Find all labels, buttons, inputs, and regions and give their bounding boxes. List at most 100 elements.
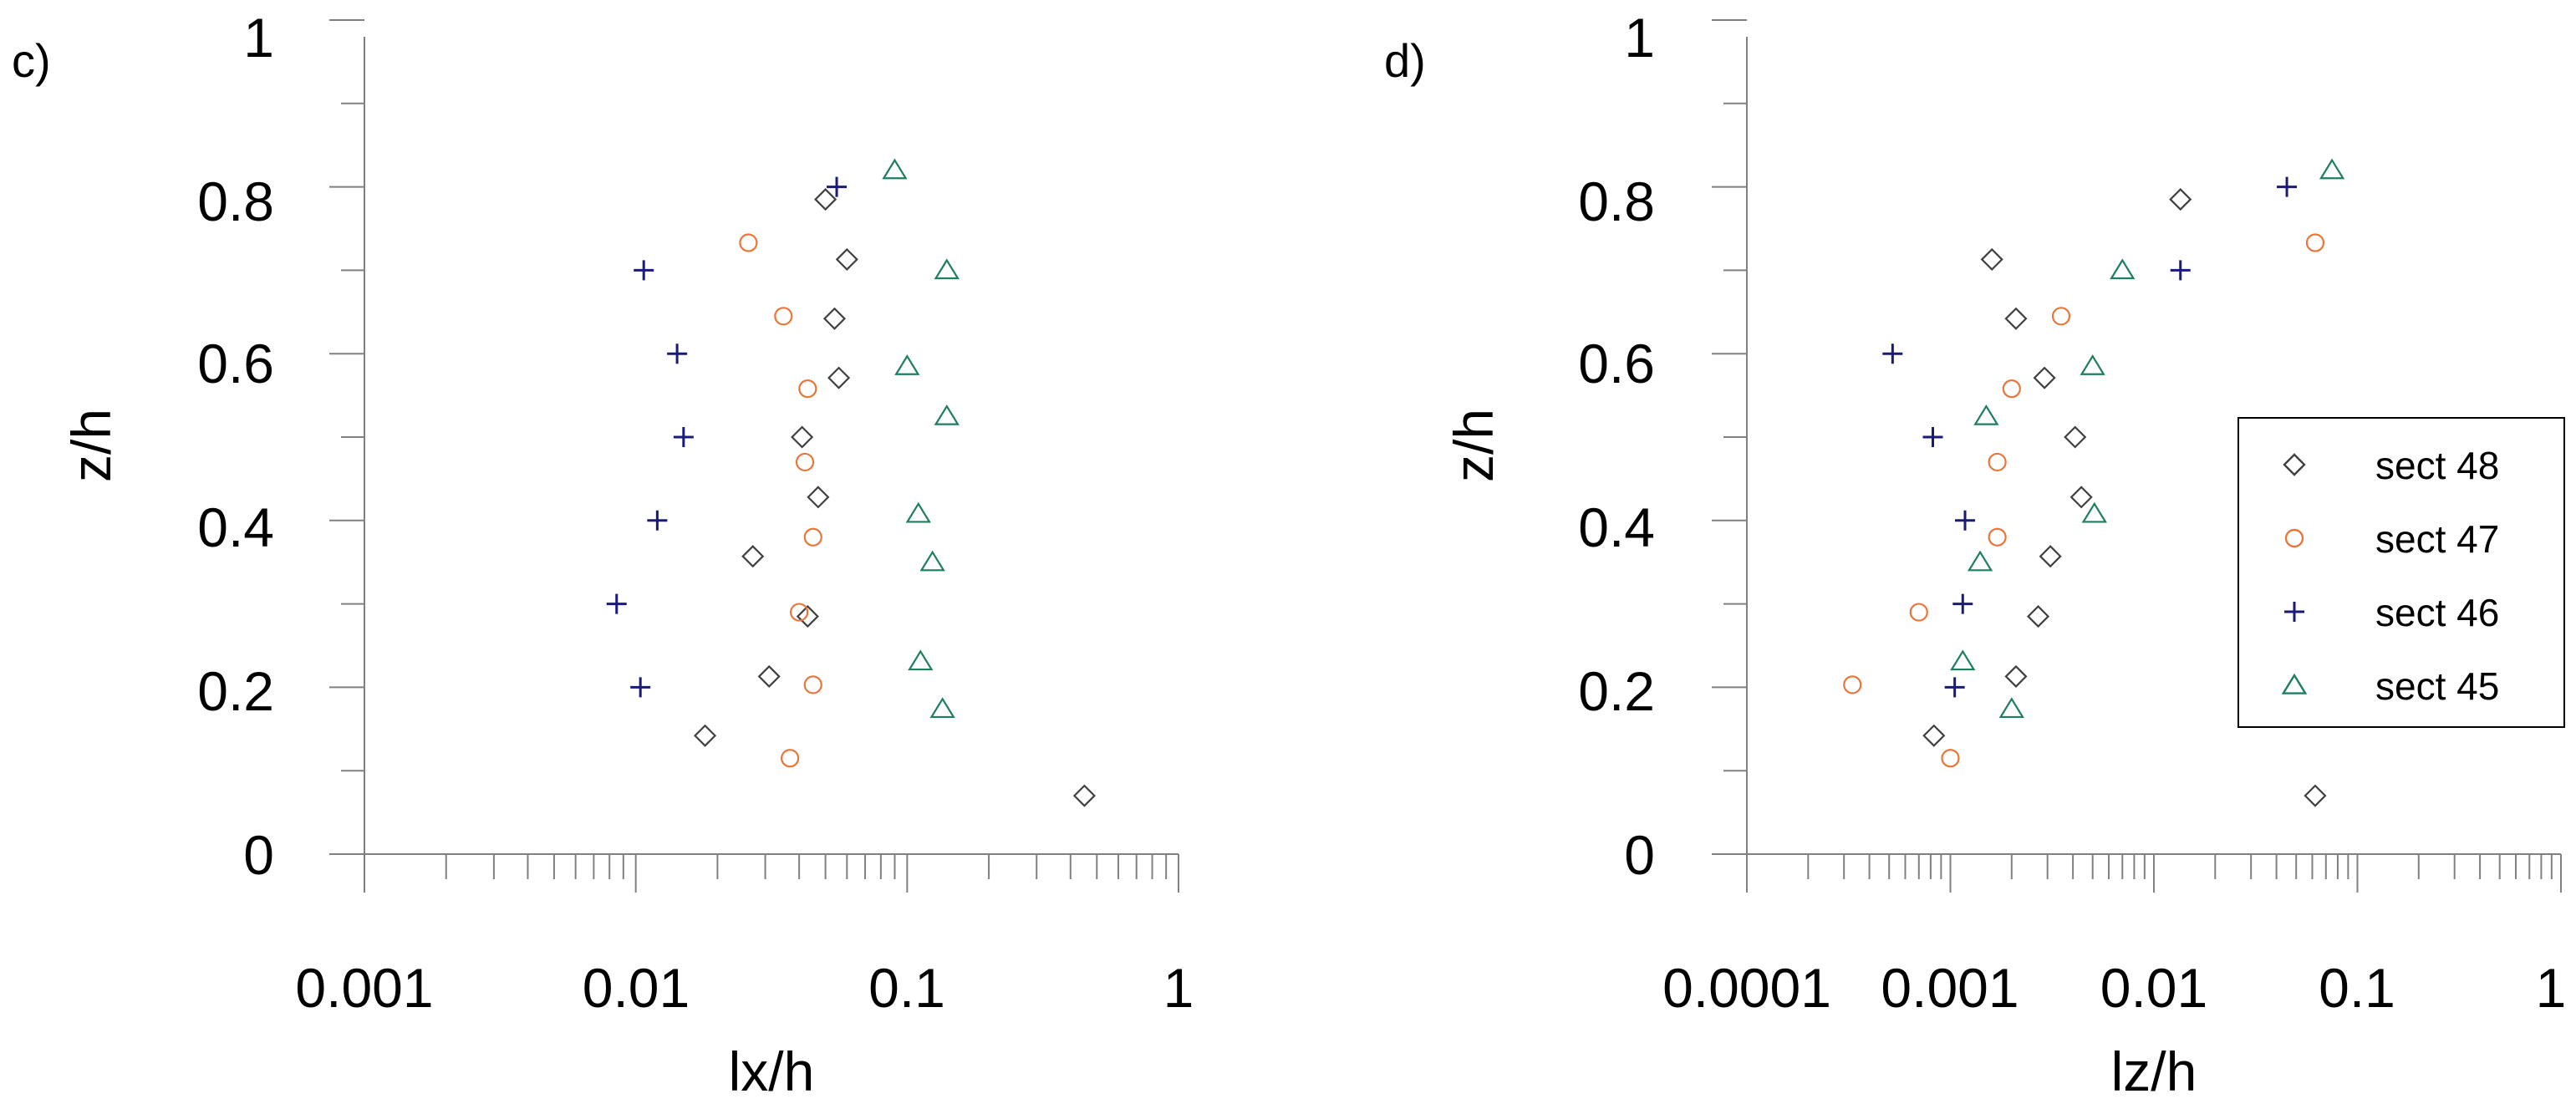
- panel-c-x-tick-label-1: 1: [1163, 957, 1194, 1019]
- panel-c-sect-46-point-6: [827, 176, 848, 197]
- panel-d-sect-48-point-5: [2069, 486, 2093, 509]
- panel-c-sect-47-point-6: [774, 307, 793, 326]
- panel-d-sect-45-point-0: [1998, 697, 2024, 719]
- panel-c-x-ticks: [364, 854, 1179, 893]
- panel-c-y-tick-label-1: 1: [243, 7, 274, 69]
- panel-c-x-tick-label-0.1: 0.1: [868, 957, 945, 1019]
- panel-c-y-axis-title: z/h: [60, 409, 122, 482]
- panel-c-sect-48-point-7: [827, 366, 851, 389]
- panel-c-sect-48-point-5: [807, 486, 830, 509]
- panel-d: d) 0 0.2 0.4 0.6 0.8 1 0.0001 0.001 0.01…: [1384, 7, 2566, 1102]
- panel-d-sect-47-point-1: [1843, 675, 1862, 694]
- panel-c-y-tick-label-0.4: 0.4: [197, 496, 274, 558]
- panel-d-sect-45-point-4: [1973, 404, 1999, 425]
- panel-c-sect-45-point-5: [894, 354, 920, 375]
- panel-d-sect-47-point-2: [1909, 603, 1928, 622]
- panel-d-sect-46-point-6: [2277, 176, 2298, 197]
- panel-c-sect-48-point-9: [835, 247, 858, 271]
- panel-d-sect-47-point-4: [1988, 452, 2007, 472]
- panel-c-sect-48-point-0: [1072, 784, 1096, 807]
- panel-d-sect-48-point-1: [1922, 724, 1946, 747]
- legend-label-sect-48: sect 48: [2375, 444, 2499, 487]
- panel-c-sect-47-point-1: [803, 675, 822, 694]
- panel-c-sect-45-point-7: [882, 158, 908, 180]
- panel-d-sect-46-point-1: [1952, 593, 1973, 614]
- panel-c-sect-45-point-2: [919, 550, 945, 572]
- panel-d-sect-46-point-0: [1944, 677, 1965, 698]
- panel-d-sect-46-point-2: [1955, 510, 1975, 531]
- panel-d-sect-46-point-3: [1922, 427, 1943, 447]
- panel-c-sect-47-point-4: [795, 452, 815, 472]
- panel-d-sect-47-point-0: [1941, 749, 1960, 768]
- panel-c: c) 0 0.2 0.4 0.6 0.8 1 0.001 0.01 0.1 1 …: [12, 7, 1194, 1102]
- legend-triangle-icon: [2281, 673, 2308, 694]
- panel-c-y-ticks: [329, 19, 364, 855]
- panel-c-sect-48-point-2: [757, 664, 781, 688]
- panel-d-sect-48-point-4: [2039, 545, 2062, 568]
- panel-d-sect-48-point-10: [2169, 188, 2192, 211]
- panel-c-sect-47-point-3: [803, 527, 822, 547]
- panel-d-sect-48-point-9: [1980, 247, 2003, 271]
- panel-c-sect-48-point-8: [822, 307, 847, 330]
- panel-c-y-tick-label-0: 0: [243, 824, 274, 886]
- panel-d-y-tick-label-0: 0: [1624, 824, 1655, 886]
- panel-c-sect-46-point-1: [606, 593, 627, 614]
- panel-c-label: c): [12, 34, 51, 87]
- panel-d-x-ticks: [1746, 854, 2562, 893]
- panel-d-label: d): [1384, 34, 1426, 87]
- legend-entry-sect-48: sect 48: [2283, 444, 2499, 487]
- legend-label-sect-46: sect 46: [2375, 591, 2499, 634]
- panel-c-sect-46-point-0: [630, 677, 651, 698]
- panel-c-sect-46-point-2: [647, 510, 668, 531]
- panel-c-sect-47-point-5: [798, 379, 817, 399]
- panel-d-sect-45-point-5: [2080, 354, 2105, 375]
- panel-d-sect-45-point-7: [2319, 158, 2345, 180]
- panel-c-sect-47-point-0: [781, 749, 800, 768]
- panel-d-y-tick-label-0.4: 0.4: [1578, 496, 1655, 558]
- panel-c-sect-45-point-0: [929, 697, 955, 719]
- panel-c-sect-45-point-3: [905, 501, 931, 523]
- panel-d-y-axis-title: z/h: [1443, 409, 1504, 482]
- panel-d-sect-47-point-5: [2002, 379, 2021, 399]
- panel-c-sect-48-point-6: [791, 425, 814, 449]
- panel-d-y-ticks: [1712, 19, 1747, 855]
- legend-entry-sect-47: sect 47: [2284, 517, 2499, 561]
- panel-d-y-tick-label-0.2: 0.2: [1578, 660, 1655, 722]
- panel-d-sect-46-point-5: [2170, 260, 2191, 281]
- panel-d-y-tick-label-1: 1: [1624, 7, 1655, 69]
- panel-d-sect-45-point-3: [2081, 501, 2107, 523]
- panel-d-y-tick-label-0.8: 0.8: [1578, 170, 1655, 232]
- legend-entry-sect-45: sect 45: [2281, 664, 2499, 708]
- panel-d-sect-45-point-6: [2110, 258, 2136, 280]
- panel-c-sect-48-point-1: [693, 724, 717, 747]
- panel-c-y-tick-label-0.8: 0.8: [197, 170, 274, 232]
- panel-d-x-tick-label-0.1: 0.1: [2319, 957, 2395, 1019]
- panel-d-x-tick-label-0.0001: 0.0001: [1662, 957, 1831, 1019]
- panel-d-sect-48-point-2: [2004, 664, 2028, 688]
- panel-d-sect-47-point-3: [1988, 527, 2007, 547]
- panel-c-sect-47-point-2: [790, 603, 809, 622]
- panel-d-sect-47-point-6: [2051, 307, 2071, 326]
- panel-d-sect-45-point-1: [1950, 649, 1976, 671]
- panel-c-sect-45-point-4: [934, 404, 960, 425]
- panel-d-sect-47-point-7: [2305, 233, 2325, 252]
- legend-entry-sect-46: sect 46: [2284, 591, 2499, 634]
- panel-c-x-tick-labels: 0.001 0.01 0.1 1: [295, 957, 1194, 1019]
- panel-c-sect-45-point-1: [908, 649, 934, 671]
- panel-c-sect-46-point-5: [634, 260, 654, 281]
- panel-c-sect-47-point-7: [739, 233, 758, 252]
- panel-c-sect-48-point-10: [814, 188, 837, 211]
- panel-d-sect-48-point-3: [2026, 605, 2050, 628]
- panel-c-sect-48-point-3: [796, 605, 819, 628]
- panel-d-x-axis-title: lz/h: [2111, 1040, 2197, 1102]
- panel-c-sect-46-point-3: [673, 427, 694, 447]
- legend: sect 48 sect 47 sect 46 sect 45: [2237, 417, 2565, 728]
- panel-c-sect-48-point-4: [741, 545, 765, 568]
- panel-c-x-tick-label-0.001: 0.001: [295, 957, 433, 1019]
- legend-label-sect-45: sect 45: [2375, 664, 2499, 708]
- panel-c-data-markers: [606, 158, 1096, 807]
- legend-diamond-icon: [2283, 453, 2306, 476]
- panel-c-y-tick-label-0.2: 0.2: [197, 660, 274, 722]
- panel-d-sect-48-point-0: [2304, 784, 2327, 807]
